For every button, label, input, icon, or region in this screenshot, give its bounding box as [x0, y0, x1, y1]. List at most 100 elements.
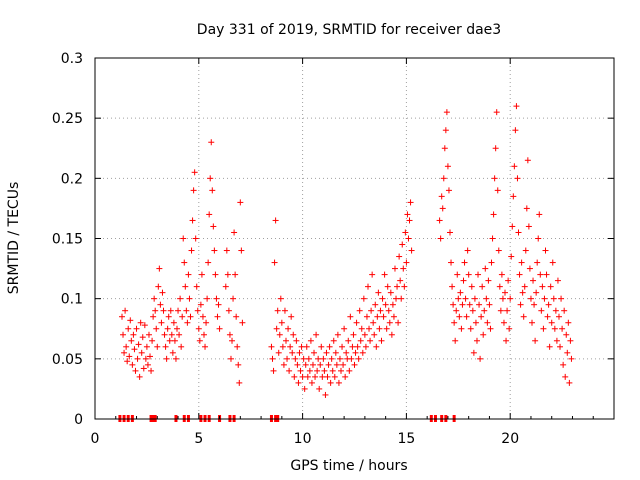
data-point — [275, 349, 282, 356]
data-point — [469, 307, 476, 314]
data-point — [546, 343, 553, 350]
data-point — [555, 313, 562, 320]
data-point — [497, 307, 504, 314]
data-point — [444, 163, 451, 170]
data-point — [222, 283, 229, 290]
data-point — [374, 313, 381, 320]
data-point — [536, 211, 543, 218]
data-point — [345, 337, 352, 344]
data-point — [543, 271, 550, 278]
data-point — [512, 127, 519, 134]
data-point — [495, 247, 502, 254]
data-point — [300, 355, 307, 362]
data-point — [212, 271, 219, 278]
data-point — [354, 343, 361, 350]
data-point — [175, 307, 182, 314]
data-point — [359, 349, 366, 356]
data-point — [351, 361, 358, 368]
data-point — [505, 277, 512, 284]
data-point — [188, 247, 195, 254]
data-point — [186, 295, 193, 302]
data-point — [463, 313, 470, 320]
data-point — [159, 289, 166, 296]
data-point — [360, 295, 367, 302]
chart-title: Day 331 of 2019, SRMTID for receiver dae… — [197, 22, 501, 38]
data-point — [450, 301, 457, 308]
data-point — [346, 367, 353, 374]
data-point — [165, 313, 172, 320]
data-point — [361, 331, 368, 338]
data-point — [391, 265, 398, 272]
data-point — [565, 319, 572, 326]
data-point — [404, 211, 411, 218]
data-point — [150, 313, 157, 320]
data-point — [230, 295, 237, 302]
data-point — [284, 355, 291, 362]
data-point — [139, 334, 146, 341]
data-point — [180, 235, 187, 242]
data-point — [355, 355, 362, 362]
data-point — [373, 343, 380, 350]
data-point — [375, 289, 382, 296]
y-tick-label: 0.2 — [61, 171, 83, 187]
data-point — [521, 283, 528, 290]
data-point — [137, 319, 144, 326]
data-point — [407, 199, 414, 206]
data-point — [492, 145, 499, 152]
y-axis: 0 0.05 0.1 0.15 0.2 0.25 0.3 — [52, 51, 614, 428]
data-point — [276, 331, 283, 338]
data-point — [152, 307, 159, 314]
data-point — [380, 313, 387, 320]
data-point — [502, 289, 509, 296]
data-point — [189, 217, 196, 224]
data-point — [347, 313, 354, 320]
y-tick-label: 0.3 — [61, 51, 83, 67]
data-point — [377, 307, 384, 314]
data-point — [486, 301, 493, 308]
data-point — [177, 295, 184, 302]
data-point — [163, 355, 170, 362]
data-point — [368, 307, 375, 314]
data-point — [270, 367, 277, 374]
data-point — [382, 301, 389, 308]
data-point — [491, 175, 498, 182]
data-point — [504, 307, 511, 314]
data-point — [171, 337, 178, 344]
data-point — [527, 295, 534, 302]
data-point — [133, 325, 140, 332]
data-point — [140, 365, 147, 372]
data-point — [205, 259, 212, 266]
data-point — [459, 301, 466, 308]
data-point — [356, 307, 363, 314]
data-point — [295, 379, 302, 386]
data-point — [126, 353, 133, 360]
data-point — [169, 349, 176, 356]
data-point — [308, 379, 315, 386]
data-point — [473, 337, 480, 344]
data-point — [309, 361, 316, 368]
data-point — [524, 157, 531, 164]
data-point — [441, 145, 448, 152]
data-point — [285, 325, 292, 332]
data-point — [303, 343, 310, 350]
data-point — [458, 325, 465, 332]
data-point — [400, 265, 407, 272]
data-point — [393, 295, 400, 302]
data-point — [278, 319, 285, 326]
data-point — [476, 301, 483, 308]
data-point — [551, 325, 558, 332]
data-point — [388, 331, 395, 338]
data-point — [558, 295, 565, 302]
data-point — [522, 247, 529, 254]
data-point — [162, 343, 169, 350]
data-point — [363, 313, 370, 320]
x-tick-label: 5 — [194, 431, 203, 447]
data-point — [464, 247, 471, 254]
data-point — [352, 349, 359, 356]
data-point — [525, 223, 532, 230]
data-point — [287, 343, 294, 350]
data-point — [123, 343, 130, 350]
data-point — [462, 295, 469, 302]
data-point — [198, 271, 205, 278]
data-point — [237, 199, 244, 206]
